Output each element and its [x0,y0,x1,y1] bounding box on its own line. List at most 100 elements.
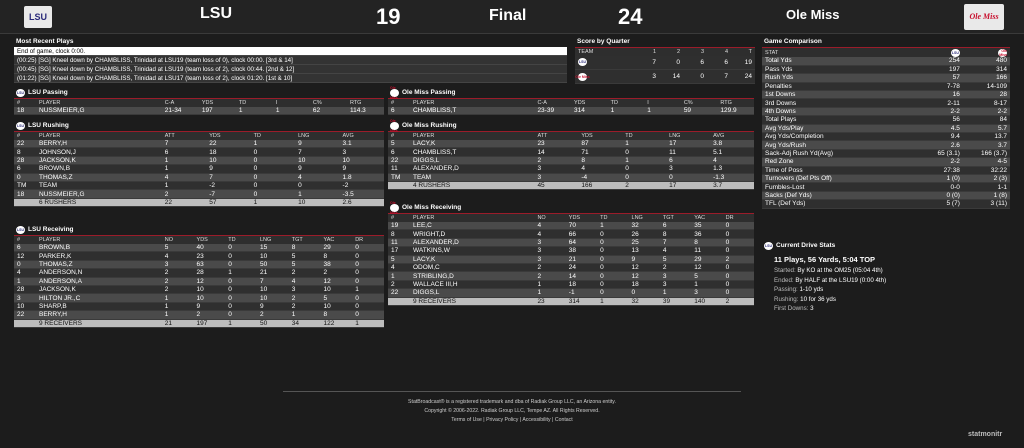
table-row: 11 ALEXANDER,D 3 64 0 25 7 8 0 [388,238,754,248]
table-row: 4th Downs 2-2 2-2 [762,107,1010,117]
ole-miss-passing-title: Ole Miss Passing [402,89,456,96]
table-row: 8 WRIGHT,D 4 66 0 26 8 36 0 [388,229,754,239]
column-header: # [388,131,410,140]
table-row: Avg Yds/Completion 9.4 13.7 [762,132,1010,142]
play-item: End of game, clock 0:00. [14,47,567,56]
terms-link[interactable]: Terms of Use [451,417,482,423]
table-row: 4 ANDERSON,N 2 28 1 21 2 2 0 [14,268,384,278]
privacy-link[interactable]: Privacy Policy [486,417,519,423]
column-header: # [14,235,36,244]
column-header: YAC [691,213,723,222]
lsu-rushing: LSU LSU Rushing # PLAYER ATT YDS TD LNG AVG 22 BE… [14,121,384,208]
table-row: 22 BERRY,H 7 22 1 9 3.1 [14,139,384,149]
game-status: Final [489,7,527,24]
column-header: NO [161,235,194,244]
table-row: Rush Yds 57 166 [762,73,1010,83]
column-header: # [388,213,410,222]
footer-links: Terms of Use | Privacy Policy | Accessib… [451,417,573,423]
table-row: 19 LEE,C 4 70 1 32 6 35 0 [388,221,754,231]
column-header: PLAYER [36,98,162,107]
total-row: 9 RECEIVERS 23 314 1 32 39 140 2 [388,297,754,306]
column-header: DR [352,235,384,244]
table-row: 28 JACKSON,K 2 10 0 10 3 10 1 [14,285,384,295]
table-row: TM TEAM 3 -4 0 0 -1.3 [388,173,754,182]
table-row: 4 ODOM,C 2 24 0 12 2 12 0 [388,263,754,273]
statmonitr-logo: statmonitr [968,431,1003,438]
table-row: 0 THOMAS,Z 3 63 0 50 5 38 0 [14,260,384,270]
column-header: LNG [295,131,340,140]
recent-plays: Most Recent Plays End of game, clock 0:0… [14,37,567,83]
ole-miss-rushing-table: # PLAYER ATT YDS TD LNG AVG 5 LACY,K 23 87 1 17 3.8 6 C… [388,131,754,191]
ole-miss-passing-table: # PLAYER C-A YDS TD I C% RTG 6 CHAMBLISS,T 23-39 31… [388,98,754,116]
column-header: DR [722,213,754,222]
column-header: RTG [346,98,384,107]
table-row: 18 NUSSMEIER,G 2 -7 0 1 -3.5 [14,189,384,199]
table-row: 8 JOHNSON,J 6 18 0 7 3 [14,147,384,157]
column-header: YDS [206,131,251,140]
column-header: ATT [534,131,579,140]
table-row: Pass Yds 197 314 [762,65,1010,75]
table-row: 3 HILTON JR.,C 1 10 0 10 2 5 0 [14,293,384,303]
column-header: ATT [161,131,207,140]
game-comparison-title: Game Comparison [764,38,822,45]
away-team-name: LSU [200,5,232,22]
column-header: I [644,98,681,107]
column-header: TD [597,213,629,222]
column-header: PLAYER [410,131,535,140]
accessibility-link[interactable]: Accessibility [522,417,551,423]
table-row: 2 WALLACE III,H 1 18 0 18 3 1 0 [388,280,754,290]
column-header: # [388,98,410,107]
table-row: 22 DIGGS,L 2 8 1 6 4 [388,156,754,166]
current-drive-title: LSU Current Drive Stats [764,242,836,250]
table-row: 1st Downs 16 28 [762,90,1010,100]
table-row: Fumbles-Lost 0-0 1-1 [762,182,1010,192]
table-row: TM TEAM 1 -2 0 0 -2 [14,181,384,191]
lsu-rushing-table: # PLAYER ATT YDS TD LNG AVG 22 BERRY,H 7 22 1 9 3.1 8 J… [14,131,384,208]
lsu-rushing-title: LSU Rushing [28,122,69,129]
total-row: 4 RUSHERS 45 166 2 17 3.7 [388,181,754,191]
table-row: 0 THOMAS,Z 4 7 0 4 1.8 [14,173,384,182]
column-header: PLAYER [410,98,535,107]
column-header: TD [607,98,645,107]
lsu-logo: LSU [24,6,52,28]
table-row: Sacks (Def Yds) 0 (0) 1 (8) [762,191,1010,201]
table-row: 5 LACY,K 23 87 1 17 3.8 [388,139,754,149]
table-row: 10 SHARP,B 1 9 0 9 2 10 0 [14,302,384,312]
table-row: Time of Poss 27:38 32:22 [762,166,1010,175]
ole-miss-receiving-title: Ole Miss Receiving [402,204,462,211]
lsu-mini-logo: LSU [16,226,25,234]
contact-link[interactable]: Contact [554,417,573,423]
table-row: 3rd Downs 2-11 8-17 [762,98,1010,108]
column-header: STAT [762,47,916,57]
column-header: TD [622,131,667,140]
game-comparison: Game Comparison STAT LSU Ole Miss Total Yds… [762,37,1010,209]
total-row: 6 RUSHERS 22 57 1 10 2.6 [14,198,384,208]
table-row: 6 BROWN,B 5 40 0 15 8 29 0 [14,243,384,253]
table-row: 6 CHAMBLISS,T 14 71 0 11 5.1 [388,147,754,157]
column-header: I [272,98,310,107]
table-row: 6 CHAMBLISS,T 23-39 314 1 1 59 129.9 [388,106,754,116]
current-drive: LSU Current Drive Stats 11 Plays, 56 Yard… [762,241,1010,314]
column-header: LNG [666,131,711,140]
lsu-mini-logo: LSU [764,242,773,250]
ole-miss-mini-logo: Ole Miss [390,201,399,215]
table-row: Total Plays 56 84 [762,115,1010,125]
table-row: 11 ALEXANDER,D 3 4 0 3 1.3 [388,164,754,174]
column-header: PLAYER [410,213,535,222]
quarter-table: TEAM 1 2 3 4 T LSU 7 0 6 6 19 Ole Miss 3 14 0 7 24 [575,47,755,84]
lsu-mini-logo: LSU [16,122,25,130]
table-row: 5 LACY,K 3 21 0 9 5 29 2 [388,255,754,264]
lsu-receiving-title: LSU Receiving [28,226,74,233]
lsu-mini-logo: LSU [578,58,587,67]
score-by-quarter-title: Score by Quarter [577,38,630,45]
table-row: TFL (Def Yds) 5 (7) 3 (11) [762,199,1010,209]
play-item: (00:45) [SG] Kneel down by CHAMBLISS, Tr… [14,65,567,74]
column-header: NO [534,213,566,222]
table-row: Sack-Adj Rush Yd(Avg) 65 (3.1) 166 (3.7) [762,149,1010,159]
recent-plays-title: Most Recent Plays [16,38,74,45]
ole-miss-mini-logo: Ole Miss [390,119,399,133]
score-by-quarter: Score by Quarter TEAM 1 2 3 4 T LSU 7 0 6 6 19 Ole… [575,37,755,84]
column-header: YDS [198,98,236,107]
